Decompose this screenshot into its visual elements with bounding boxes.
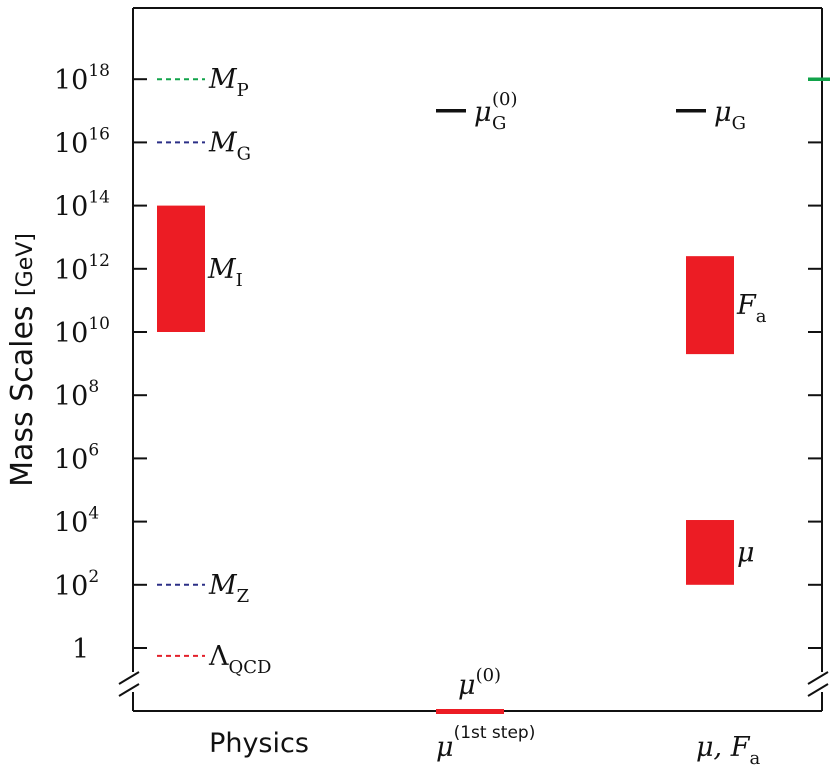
category-label-physics: Physics [209, 728, 309, 759]
ytick-label-0: 1 [72, 634, 89, 665]
bar-label-muFa-2: μ [737, 537, 755, 568]
below-break-label-symbol: μ [458, 670, 476, 701]
ytick-base: 10 [54, 65, 88, 96]
ytick-label-10: 1010 [54, 314, 110, 349]
ytick-exponent: 16 [88, 124, 110, 144]
dashed-label-p: MP [208, 64, 249, 101]
bar-label-muFa-1-sub: a [756, 306, 767, 327]
bar-muFa-2 [686, 520, 734, 585]
dashed-label-qcd-sub: QCD [229, 657, 272, 678]
ytick-base: 10 [54, 571, 88, 602]
ytick-label-18: 1018 [54, 61, 110, 96]
bar-label-muFa-1: Fa [736, 290, 767, 327]
category-sup: (1st step) [454, 723, 536, 743]
category-sub: a [749, 748, 760, 767]
category-label-muFa: μ, Fa [696, 732, 760, 767]
ytick-label-6: 106 [54, 440, 99, 475]
y-axis-label: Mass Scales [GeV] [5, 233, 40, 487]
ytick-label-8: 108 [54, 377, 99, 412]
axes [118, 7, 829, 712]
dashed-label-g: MG [208, 127, 251, 164]
bar-label-muFa-1-symbol: F [736, 290, 757, 321]
ytick-base: 10 [54, 444, 88, 475]
bar-muFa-1 [686, 256, 734, 355]
ytick-exponent: 6 [88, 440, 99, 460]
solid-label-mu1-sub: G [492, 113, 506, 134]
ytick-base: 10 [54, 255, 88, 286]
y-axis-label-group: Mass Scales [GeV] [5, 233, 40, 487]
right-axis-break-b [807, 683, 829, 697]
solid-label-muFa-sub: G [732, 113, 746, 134]
solid-label-mu1-symbol: μ [474, 97, 492, 128]
bar-label-physics-0: MI [207, 254, 243, 291]
bar-label-physics-0-sub: I [236, 270, 243, 291]
dashed-label-g-symbol: M [208, 127, 238, 158]
below-break-label-sup: (0) [476, 665, 502, 686]
ytick-label-2: 102 [54, 567, 99, 602]
ytick-exponent: 8 [88, 377, 99, 397]
ytick-exponent: 4 [88, 504, 99, 524]
bar-label-muFa-2-symbol: μ [737, 537, 755, 568]
y-axis-title: Mass Scales [GeV] [5, 233, 40, 487]
category-labels: Physics μ(1st step) μ, Fa [209, 723, 760, 767]
category-label-mu1: μ(1st step) [436, 723, 535, 763]
solid-label-mu1-sup: (0) [492, 89, 518, 110]
ytick-exponent: 18 [88, 61, 110, 81]
solid-label-muFa: μG [714, 97, 746, 134]
solid-label-mu1: μ(0) G [474, 89, 518, 134]
ytick-base: 10 [54, 192, 88, 223]
ytick-base: 10 [54, 381, 88, 412]
ytick-label-16: 1016 [54, 124, 110, 159]
solid-label-muFa-symbol: μ [714, 97, 732, 128]
ytick-label-14: 1014 [54, 188, 110, 223]
ytick-exponent: 12 [88, 251, 110, 271]
bar-physics-0 [157, 205, 205, 332]
below-break-bar [436, 709, 504, 714]
y-axis-unit: [GeV] [13, 233, 38, 296]
dashed-label-p-symbol: M [208, 64, 238, 95]
dashed-label-z: MZ [208, 570, 249, 607]
ytick-label-12: 1012 [54, 251, 110, 286]
dashed-label-z-symbol: M [208, 570, 238, 601]
left-axis-break-b [118, 683, 140, 697]
category-symbol: μ [436, 732, 454, 763]
ytick-base: 10 [54, 508, 88, 539]
dashed-label-g-sub: G [237, 143, 251, 164]
ytick-label-4: 104 [54, 504, 99, 539]
category-symbol: μ, F [696, 732, 751, 763]
ytick-base: 10 [54, 318, 88, 349]
chart-marks [157, 77, 830, 714]
ytick-base: 10 [54, 128, 88, 159]
dashed-label-p-sub: P [237, 80, 249, 101]
dashed-label-qcd: ΛQCD [208, 641, 271, 678]
dashed-label-qcd-symbol: Λ [208, 641, 229, 672]
bar-label-physics-0-symbol: M [207, 254, 237, 285]
ytick-base: 1 [72, 634, 89, 665]
below-break-label: μ(0) [458, 665, 501, 701]
dashed-label-z-sub: Z [237, 586, 250, 607]
ytick-exponent: 2 [88, 567, 99, 587]
ytick-exponent: 10 [88, 314, 110, 334]
ytick-exponent: 14 [88, 188, 110, 208]
right-axis-break-a [807, 671, 829, 685]
y-axis-title-text: Mass Scales [5, 296, 40, 487]
left-axis-break-a [118, 671, 140, 685]
